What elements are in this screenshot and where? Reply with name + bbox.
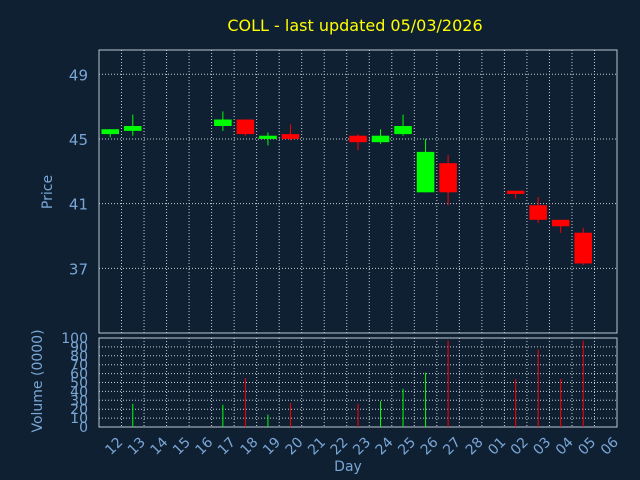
x-axis: 1213141516171819202122232425262728010203… — [102, 434, 621, 458]
volume-axis-label: Volume (0000) — [30, 329, 46, 432]
candle-body — [101, 129, 120, 135]
price-plot-frame — [98, 49, 618, 334]
candle-body — [574, 232, 593, 264]
candle-body — [214, 119, 232, 127]
volume-tick-label: 0 — [79, 420, 88, 436]
volume-tick-label: 10 — [70, 411, 88, 427]
volume-tick-label: 70 — [70, 358, 88, 374]
candle-body — [529, 205, 547, 220]
candle-body — [371, 135, 390, 143]
candle-body — [236, 119, 255, 135]
candle-body — [416, 151, 435, 193]
candle-body — [439, 163, 457, 193]
volume-tick-label: 80 — [70, 349, 88, 365]
candle-body — [349, 135, 367, 143]
volume-tick-label: 90 — [70, 340, 88, 356]
price-axis-label: Price — [40, 175, 56, 209]
price-tick-label: 37 — [69, 260, 88, 278]
price-panel: 37 41 45 49 — [69, 49, 618, 334]
price-tick-label: 45 — [69, 131, 88, 149]
chart-title: COLL - last updated 05/03/2026 — [227, 16, 482, 35]
candle-body — [259, 135, 277, 139]
x-axis-label: Day — [334, 459, 362, 475]
price-tick-label: 49 — [69, 66, 88, 84]
volume-tick-label: 50 — [70, 376, 88, 392]
volume-tick-label: 60 — [70, 367, 88, 383]
candle-body — [123, 126, 142, 131]
price-tick-label: 41 — [69, 196, 88, 214]
volume-tick-label: 40 — [70, 384, 88, 400]
candle-body — [394, 126, 412, 135]
volume-tick-label: 20 — [70, 402, 88, 418]
candle-body — [551, 219, 570, 227]
volume-tick-label: 30 — [70, 393, 88, 409]
candle-body — [281, 134, 300, 139]
candle-body — [506, 190, 525, 194]
volume-tick-label: 100 — [61, 331, 88, 347]
